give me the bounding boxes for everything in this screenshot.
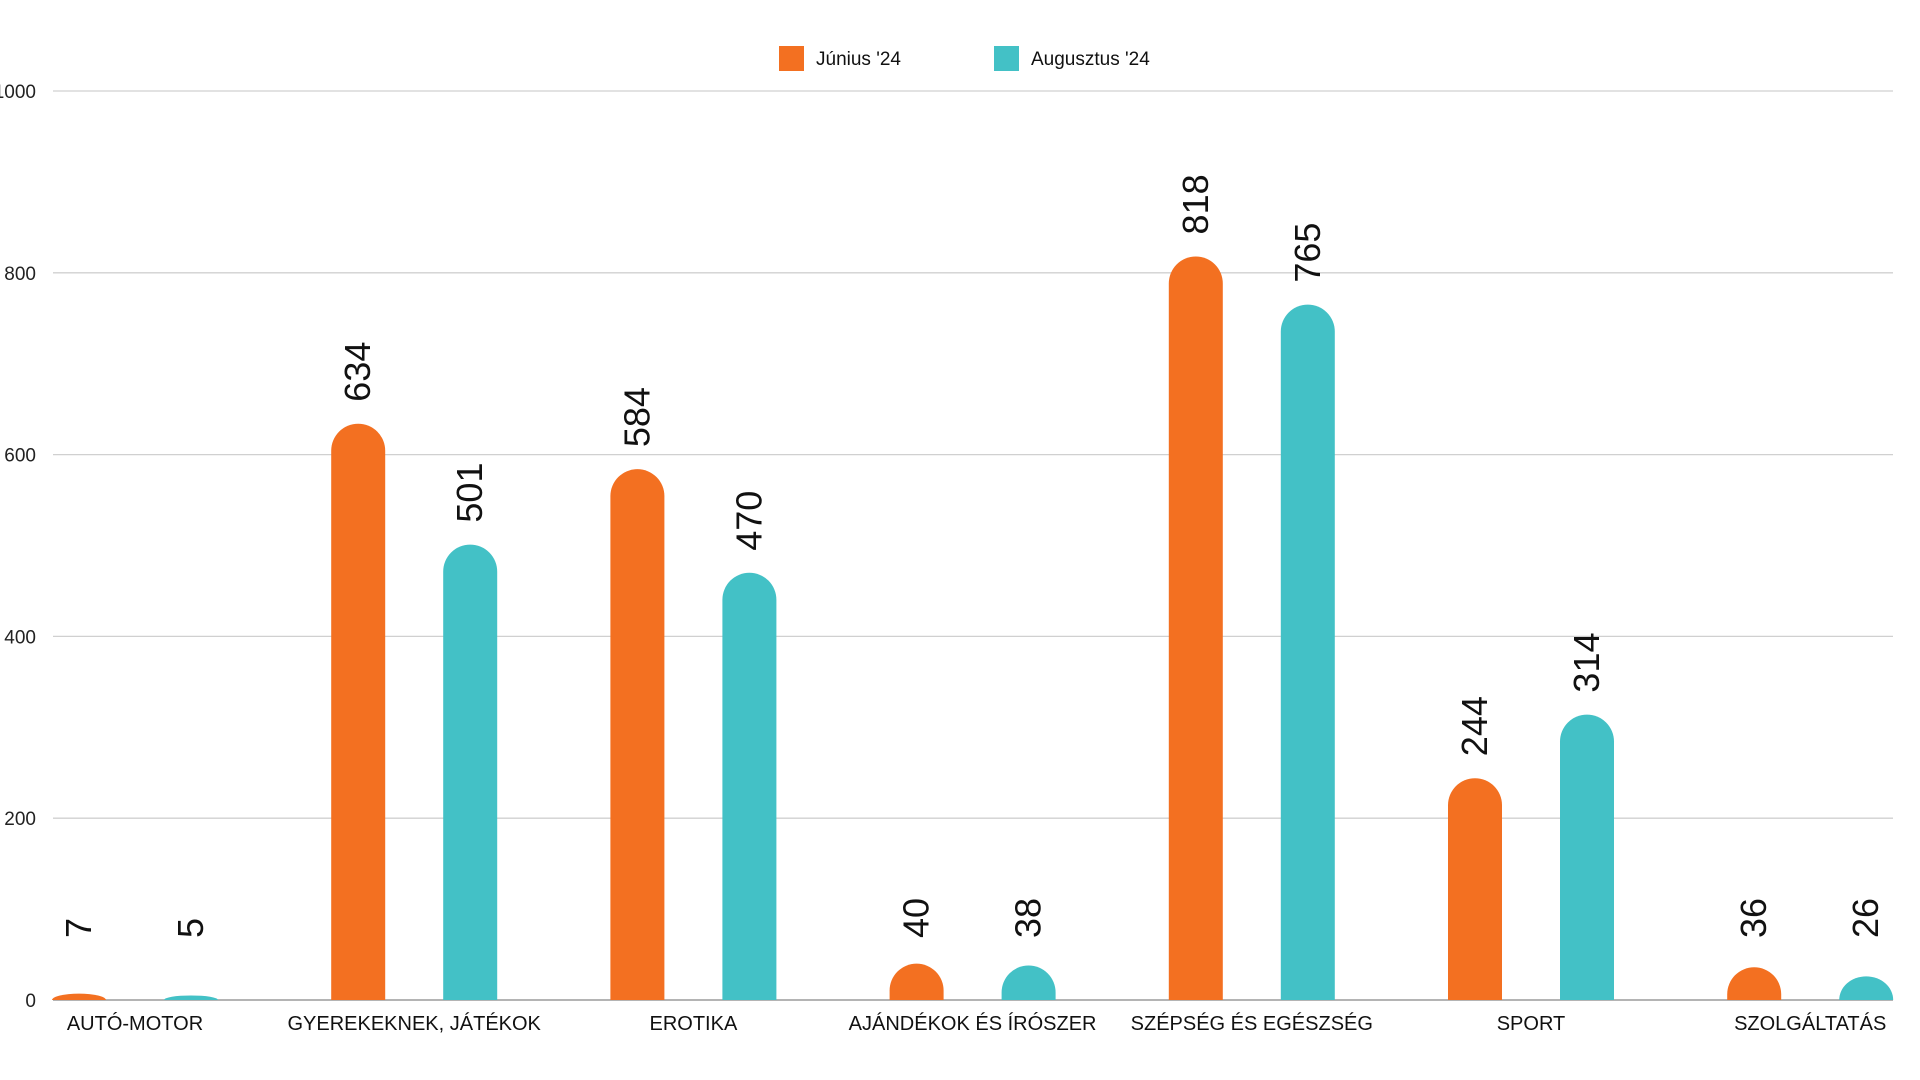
y-tick-label: 200 [4, 809, 36, 830]
y-tick-label: 400 [4, 627, 36, 648]
data-label: 244 [1454, 696, 1495, 756]
data-label: 501 [449, 463, 490, 523]
x-tick-label: SZOLGÁLTATÁS [1734, 1012, 1886, 1035]
data-label: 26 [1845, 898, 1886, 938]
bar-june [1448, 778, 1502, 1000]
data-label: 7 [58, 918, 99, 938]
x-tick-label: AJÁNDÉKOK ÉS ÍRÓSZER [849, 1012, 1097, 1035]
legend-label-june: Június '24 [816, 49, 901, 70]
bar-august [164, 995, 218, 1000]
data-label: 40 [896, 898, 937, 938]
bar-august [1839, 976, 1894, 1000]
bar-june [889, 963, 944, 1000]
bar-june [610, 469, 665, 1000]
bar-august [443, 544, 498, 1000]
bar-august [722, 572, 777, 1000]
data-label: 5 [170, 918, 211, 938]
bar-august [1280, 304, 1335, 1000]
bar-august [1560, 714, 1614, 1000]
x-tick-label: EROTIKA [650, 1013, 738, 1035]
legend-label-august: Augusztus '24 [1031, 49, 1150, 70]
data-label: 818 [1175, 174, 1216, 234]
legend-swatch-august [994, 46, 1019, 71]
x-tick-label: SPORT [1497, 1013, 1566, 1035]
x-tick-label: GYEREKEKNEK, JÁTÉKOK [287, 1012, 541, 1035]
y-tick-label: 1000 [0, 82, 36, 103]
x-tick-label: AUTÓ-MOTOR [67, 1012, 203, 1035]
y-tick-label: 0 [25, 991, 36, 1012]
x-tick-label: SZÉPSÉG ÉS EGÉSZSÉG [1131, 1012, 1373, 1035]
data-label: 38 [1008, 898, 1049, 938]
data-label: 314 [1566, 632, 1607, 692]
bar-august [1001, 965, 1056, 1000]
legend: Június '24 Augusztus '24 [779, 46, 1150, 71]
bar-june [1727, 967, 1782, 1000]
bar-june [1168, 256, 1223, 1000]
data-label: 36 [1733, 898, 1774, 938]
y-tick-label: 800 [4, 264, 36, 285]
data-label: 765 [1287, 223, 1328, 283]
bar-june [331, 423, 386, 1000]
bar-june [52, 993, 106, 1000]
data-label: 470 [728, 491, 769, 551]
y-tick-label: 600 [4, 446, 36, 467]
data-label: 634 [337, 342, 378, 402]
legend-swatch-june [779, 46, 804, 71]
data-label: 584 [616, 387, 657, 447]
